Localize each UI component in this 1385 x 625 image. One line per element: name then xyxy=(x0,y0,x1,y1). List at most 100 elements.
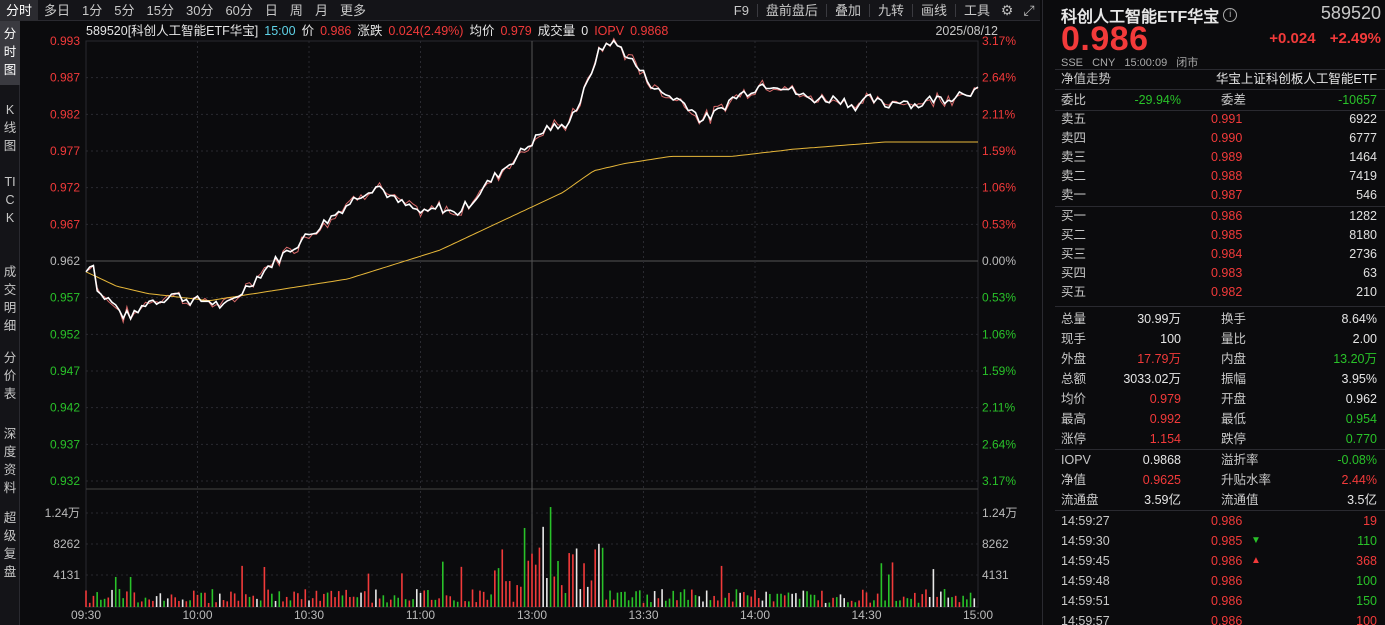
gear-icon[interactable]: ⚙ xyxy=(1000,1,1014,18)
volume-bar xyxy=(876,593,879,607)
volume-bar xyxy=(118,589,121,607)
sell-level-row[interactable]: 卖五 0.991 6922 xyxy=(1061,110,1381,129)
volume-bar xyxy=(743,592,745,607)
volume-bar xyxy=(289,600,292,607)
stat-row: 最高 0.992 最低 0.954 xyxy=(1061,409,1381,429)
tab-period-7[interactable]: 日 xyxy=(264,2,278,18)
volume-right-tick-label: 4131 xyxy=(982,568,1009,582)
volume-bar xyxy=(516,585,518,607)
volume-bar xyxy=(653,591,656,607)
tab-period-0[interactable]: 分时 xyxy=(0,0,39,21)
side-tab-2[interactable]: TICK xyxy=(4,175,16,225)
stat-value: 30.99万 xyxy=(1137,312,1181,326)
volume-bar xyxy=(798,598,801,607)
tab-period-5[interactable]: 30分 xyxy=(185,2,214,18)
buy-level-row[interactable]: 买三 0.984 2736 xyxy=(1061,245,1381,264)
volume-bar xyxy=(683,589,686,607)
sell-level-row[interactable]: 卖四 0.990 6777 xyxy=(1061,129,1381,148)
y-tick-label: 0.967 xyxy=(50,217,80,231)
volume-bar xyxy=(966,599,968,607)
volume-bar xyxy=(137,602,139,607)
volume-bar xyxy=(553,576,556,607)
side-tab-6[interactable]: 超级复盘 xyxy=(3,511,17,579)
y-tick-label: 0.952 xyxy=(50,327,80,341)
x-tick-label: 13:30 xyxy=(628,608,658,622)
tool-button-3[interactable]: 九转 xyxy=(877,2,904,18)
buy-level-row[interactable]: 买二 0.985 8180 xyxy=(1061,226,1381,245)
volume-bar xyxy=(925,589,927,607)
tool-button-1[interactable]: 盘前盘后 xyxy=(765,2,818,18)
volume-bar xyxy=(349,597,351,607)
side-tabs: 分时图 K线图 TICK 成交明细分价表深度资料超级复盘 xyxy=(0,21,20,625)
volume-bar xyxy=(709,600,712,607)
tool-button-4[interactable]: 画线 xyxy=(920,2,947,18)
nav-row[interactable]: 净值走势 华宝上证科创板人工智能ETF xyxy=(1061,69,1381,89)
volume-bar xyxy=(609,590,611,607)
volume-bar xyxy=(479,590,481,607)
sell-level-row[interactable]: 卖一 0.987 546 xyxy=(1061,186,1381,205)
volume-bar xyxy=(464,601,466,607)
volume-bar xyxy=(334,597,336,607)
tab-period-9[interactable]: 月 xyxy=(314,2,328,18)
security-name-text: 科创人工智能ETF华宝 xyxy=(1061,9,1220,26)
volume-bar xyxy=(560,585,563,607)
volume-bar xyxy=(263,566,266,607)
tab-period-10[interactable]: 更多 xyxy=(339,2,366,18)
volume-bar xyxy=(326,592,329,607)
tab-period-3[interactable]: 5分 xyxy=(114,2,135,18)
tab-period-1[interactable]: 多日 xyxy=(44,2,71,18)
volume-bar xyxy=(691,589,693,607)
tick-row: 14:59:48 0.986 100 xyxy=(1061,571,1381,591)
side-tab-0[interactable]: 分时图 xyxy=(0,21,20,85)
stat-value: 3.5亿 xyxy=(1347,493,1377,507)
tick-price: 0.985 xyxy=(1211,534,1243,548)
info-icon[interactable]: i xyxy=(1223,8,1238,22)
volume-bar xyxy=(226,601,229,607)
volume-bar xyxy=(854,602,857,607)
level-price: 0.987 xyxy=(1211,188,1243,202)
volume-bar xyxy=(144,597,147,607)
tool-button-5[interactable]: 工具 xyxy=(963,2,990,18)
buy-level-row[interactable]: 买四 0.983 63 xyxy=(1061,264,1381,283)
volume-bar xyxy=(575,548,578,607)
y-tick-label: 0.982 xyxy=(50,107,80,121)
level-qty: 7419 xyxy=(1349,169,1377,183)
volume-bar xyxy=(769,593,771,607)
tool-button-0[interactable]: F9 xyxy=(733,2,749,18)
sell-level-row[interactable]: 卖三 0.989 1464 xyxy=(1061,148,1381,167)
stat-row: 外盘 17.79万 内盘 13.20万 xyxy=(1061,349,1381,369)
volume-bar xyxy=(843,598,845,607)
quote-panel: 科创人工智能ETF华宝 i 589520 0.986 +0.024 +2.49% … xyxy=(1042,0,1385,625)
volume-bar xyxy=(152,600,154,607)
volume-bar xyxy=(456,601,459,607)
stat-value: 1.154 xyxy=(1149,432,1181,446)
expand-icon[interactable]: ⤢ xyxy=(1023,1,1035,18)
volume-bar xyxy=(914,592,916,607)
volume-bar xyxy=(899,600,901,607)
tick-time: 14:59:27 xyxy=(1061,514,1110,528)
chart-canvas[interactable]: 0.993 3.17% 0.987 2.64% 0.982 2.11% 0.977 1.59%… xyxy=(20,21,1040,625)
volume-bar xyxy=(746,595,749,607)
side-tab-3[interactable]: 成交明细 xyxy=(3,265,17,333)
sell-level-row[interactable]: 卖二 0.988 7419 xyxy=(1061,167,1381,186)
nav-trend-link[interactable]: 净值走势 xyxy=(1061,72,1112,86)
volume-bar xyxy=(601,547,604,607)
stat-value: 2.44% xyxy=(1341,473,1377,487)
tab-period-2[interactable]: 1分 xyxy=(82,2,103,18)
volume-bar xyxy=(148,599,150,607)
tab-period-6[interactable]: 60分 xyxy=(225,2,253,18)
side-tab-4[interactable]: 分价表 xyxy=(3,351,17,401)
stat-label: 流通盘 xyxy=(1061,493,1099,507)
side-tab-1[interactable]: K线图 xyxy=(3,103,17,153)
buy-level-row[interactable]: 买五 0.982 210 xyxy=(1061,283,1381,302)
tool-button-2[interactable]: 叠加 xyxy=(834,2,861,18)
side-tab-5[interactable]: 深度资料 xyxy=(3,427,17,495)
stat-value: 0.992 xyxy=(1149,412,1181,426)
buy-level-row[interactable]: 买一 0.986 1282 xyxy=(1061,207,1381,226)
tick-row: 14:59:51 0.986 150 xyxy=(1061,591,1381,611)
volume-bar xyxy=(702,601,704,607)
tab-period-8[interactable]: 周 xyxy=(289,2,303,18)
tab-period-4[interactable]: 15分 xyxy=(146,2,174,18)
volume-bar xyxy=(635,591,637,607)
volume-bar xyxy=(828,602,831,607)
